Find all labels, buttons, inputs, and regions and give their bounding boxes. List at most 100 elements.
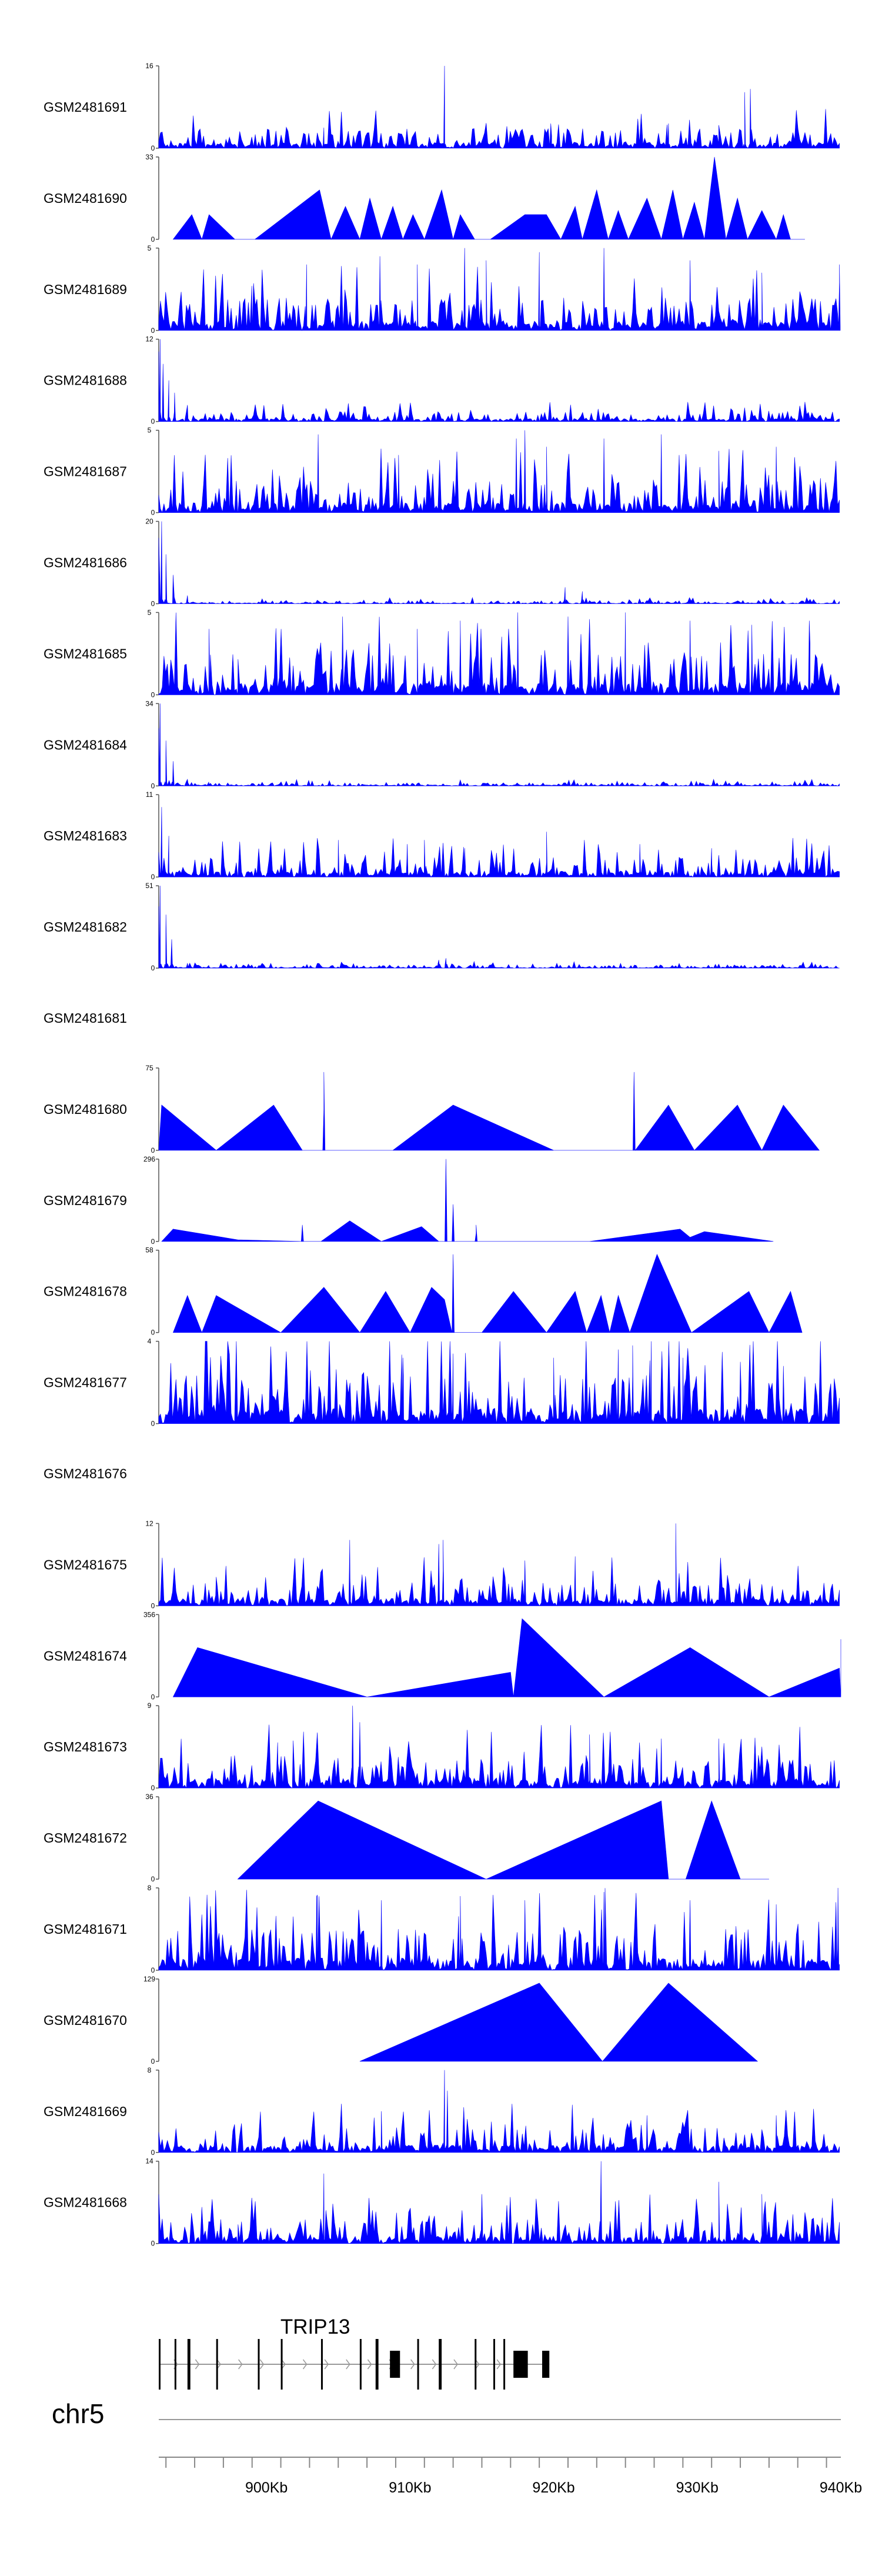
coverage-area [359,1983,759,2062]
coverage-area [158,1523,840,1607]
track-label: GSM2481677 [44,1375,127,1390]
y-max-label: 8 [148,2066,152,2074]
track-GSM2481683: GSM2481683 11 0 [44,790,840,881]
track-GSM2481672: GSM2481672 36 0 [44,1793,769,1883]
coverage-area [158,807,840,878]
y-max-label: 11 [146,790,153,799]
coverage-area [158,1072,820,1151]
y-min-label: 0 [151,2240,155,2248]
strand-arrow [324,2359,329,2370]
coverage-area [237,1800,769,1880]
coverage-tracks: GSM2481691160GSM2481690330GSM248168950GS… [44,62,841,2248]
coverage-area [158,339,840,422]
track-GSM2481691: GSM2481691 16 0 [44,62,840,152]
track-GSM2481675: GSM2481675 12 0 [44,1519,840,1610]
y-min-label: 0 [151,1875,155,1883]
track-GSM2481673: GSM2481673 9 0 [44,1701,840,1792]
track-GSM2481689: GSM2481689 5 0 [44,244,841,335]
track-GSM2481688: GSM2481688 12 0 [44,335,840,426]
gene-exon [159,2339,161,2390]
y-min-label: 0 [151,1146,155,1154]
axis-tick-label: 920Kb [532,2480,574,2496]
y-min-label: 0 [151,144,155,152]
gene-exon [320,2339,323,2390]
track-label: GSM2481682 [44,919,127,935]
y-max-label: 356 [143,1610,155,1619]
y-max-label: 8 [148,1884,152,1892]
coverage-area [172,156,805,241]
y-min-label: 0 [151,1784,155,1792]
y-min-label: 0 [151,326,155,335]
y-min-label: 0 [151,2057,155,2066]
gene-exon [503,2339,506,2390]
track-GSM2481679: GSM2481679 296 0 [44,1155,774,1246]
track-label: GSM2481683 [44,828,127,843]
y-max-label: 12 [145,1519,153,1527]
track-GSM2481685: GSM2481685 5 0 [44,608,840,699]
strand-arrow [432,2359,437,2370]
strand-arrow [238,2359,243,2370]
strand-arrow [216,2359,221,2370]
track-GSM2481678: GSM2481678 58 0 [44,1246,803,1337]
gene-exon [390,2351,400,2378]
strand-arrow [195,2359,200,2370]
track-label: GSM2481690 [44,191,127,206]
track-label: GSM2481685 [44,646,127,661]
track-label: GSM2481671 [44,1921,127,1937]
y-max-label: 5 [148,608,152,616]
coverage-area [158,612,840,695]
y-min-label: 0 [151,782,155,790]
track-GSM2481671: GSM2481671 8 0 [44,1884,840,1974]
strand-arrow [475,2359,480,2370]
strand-arrow [346,2359,350,2370]
track-GSM2481670: GSM2481670 129 0 [44,1975,759,2066]
y-max-label: 14 [145,2157,153,2165]
track-GSM2481674: GSM2481674 356 0 [44,1610,841,1701]
track-label: GSM2481691 [44,99,127,115]
track-GSM2481681: GSM2481681 [44,1010,127,1026]
track-GSM2481676: GSM2481676 [44,1466,127,1481]
strand-arrow [496,2359,502,2370]
genome-axis: chr5 900Kb 910Kb 920Kb 930Kb 940Kb [52,2398,862,2496]
gene-exon [187,2339,191,2390]
y-min-label: 0 [151,600,155,608]
axis-tick-label: 940Kb [820,2480,862,2496]
track-label: GSM2481669 [44,2104,127,2119]
coverage-area [158,2161,840,2244]
track-GSM2481669: GSM2481669 8 0 [44,2066,840,2157]
coverage-area [172,1253,803,1333]
track-label: GSM2481670 [44,2013,127,2028]
y-max-label: 58 [145,1246,153,1254]
y-max-label: 34 [145,699,153,708]
axis-tick-label: 900Kb [245,2480,288,2496]
y-min-label: 0 [151,1420,155,1428]
gene-exon [258,2339,260,2390]
track-label: GSM2481676 [44,1466,127,1481]
gene-exon [375,2339,379,2390]
track-label: GSM2481688 [44,373,127,388]
strand-arrow [367,2359,372,2370]
y-max-label: 36 [145,1793,153,1801]
y-min-label: 0 [151,690,155,699]
track-label: GSM2481686 [44,555,127,570]
track-label: GSM2481673 [44,1739,127,1754]
y-min-label: 0 [151,1966,155,1974]
y-max-label: 20 [145,518,153,526]
y-min-label: 0 [151,873,155,881]
gene-exon [280,2339,283,2390]
y-min-label: 0 [151,509,155,517]
coverage-area [158,1887,840,1971]
axis-tick-label: 910Kb [389,2480,431,2496]
strand-arrow [281,2359,286,2370]
gene-exon [542,2351,550,2378]
track-label: GSM2481675 [44,1557,127,1572]
strand-arrow [410,2359,415,2370]
gene-exon [513,2351,528,2378]
gene-exon [493,2339,496,2390]
track-GSM2481680: GSM2481680 75 0 [44,1064,820,1154]
gene-exon [439,2339,442,2390]
y-max-label: 296 [143,1155,155,1163]
track-label: GSM2481684 [44,737,127,752]
track-GSM2481682: GSM2481682 51 0 [44,882,840,972]
